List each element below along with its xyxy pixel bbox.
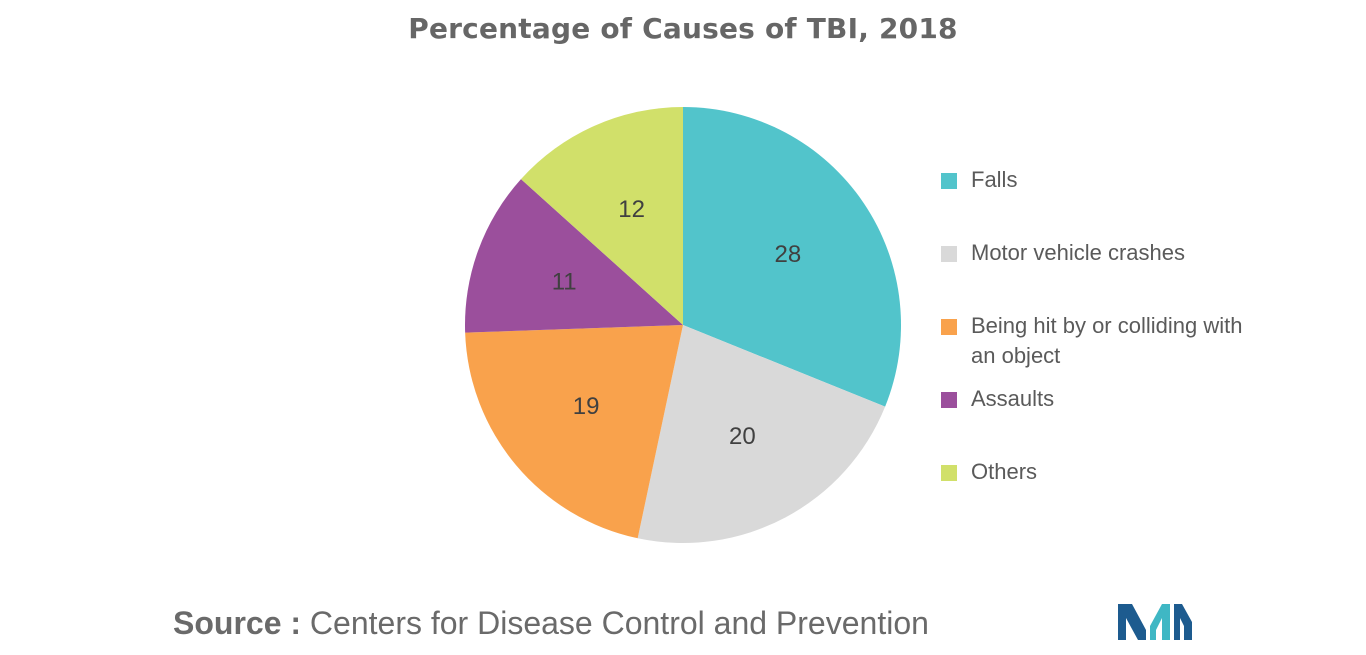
legend-swatch	[941, 319, 957, 335]
slice-value-label: 19	[573, 393, 600, 420]
slice-value-label: 12	[618, 196, 645, 223]
pie-slice-falls[interactable]	[683, 107, 901, 407]
pie-slice-motor-vehicle-crashes[interactable]	[637, 325, 886, 543]
pie-slice-others[interactable]	[520, 107, 683, 325]
legend-label: Motor vehicle crashes	[971, 240, 1185, 265]
legend-swatch	[941, 173, 957, 189]
slice-value-label: 20	[729, 423, 756, 450]
chart-title: Percentage of Causes of TBI, 2018	[408, 12, 958, 45]
legend-swatch	[941, 465, 957, 481]
legend-label: Being hit by or colliding with an object	[971, 313, 1243, 368]
source-text: Centers for Disease Control and Preventi…	[309, 605, 929, 641]
source-prefix: Source :	[173, 605, 302, 641]
slice-value-label: 28	[774, 241, 801, 268]
source-note: Source : Centers for Disease Control and…	[173, 605, 929, 642]
mordor-intelligence-logo-icon	[1118, 604, 1192, 640]
legend-label: Others	[971, 459, 1038, 484]
legend-label: Assaults	[971, 386, 1055, 411]
pie-slice-assaults[interactable]	[465, 179, 683, 333]
legend-swatch	[941, 246, 957, 262]
slice-value-label: 11	[552, 268, 577, 295]
legend-swatch	[941, 392, 957, 408]
legend-label: Falls	[971, 167, 1018, 192]
pie-slice-being-hit-by-or-colliding-with-an-object[interactable]	[465, 325, 683, 539]
